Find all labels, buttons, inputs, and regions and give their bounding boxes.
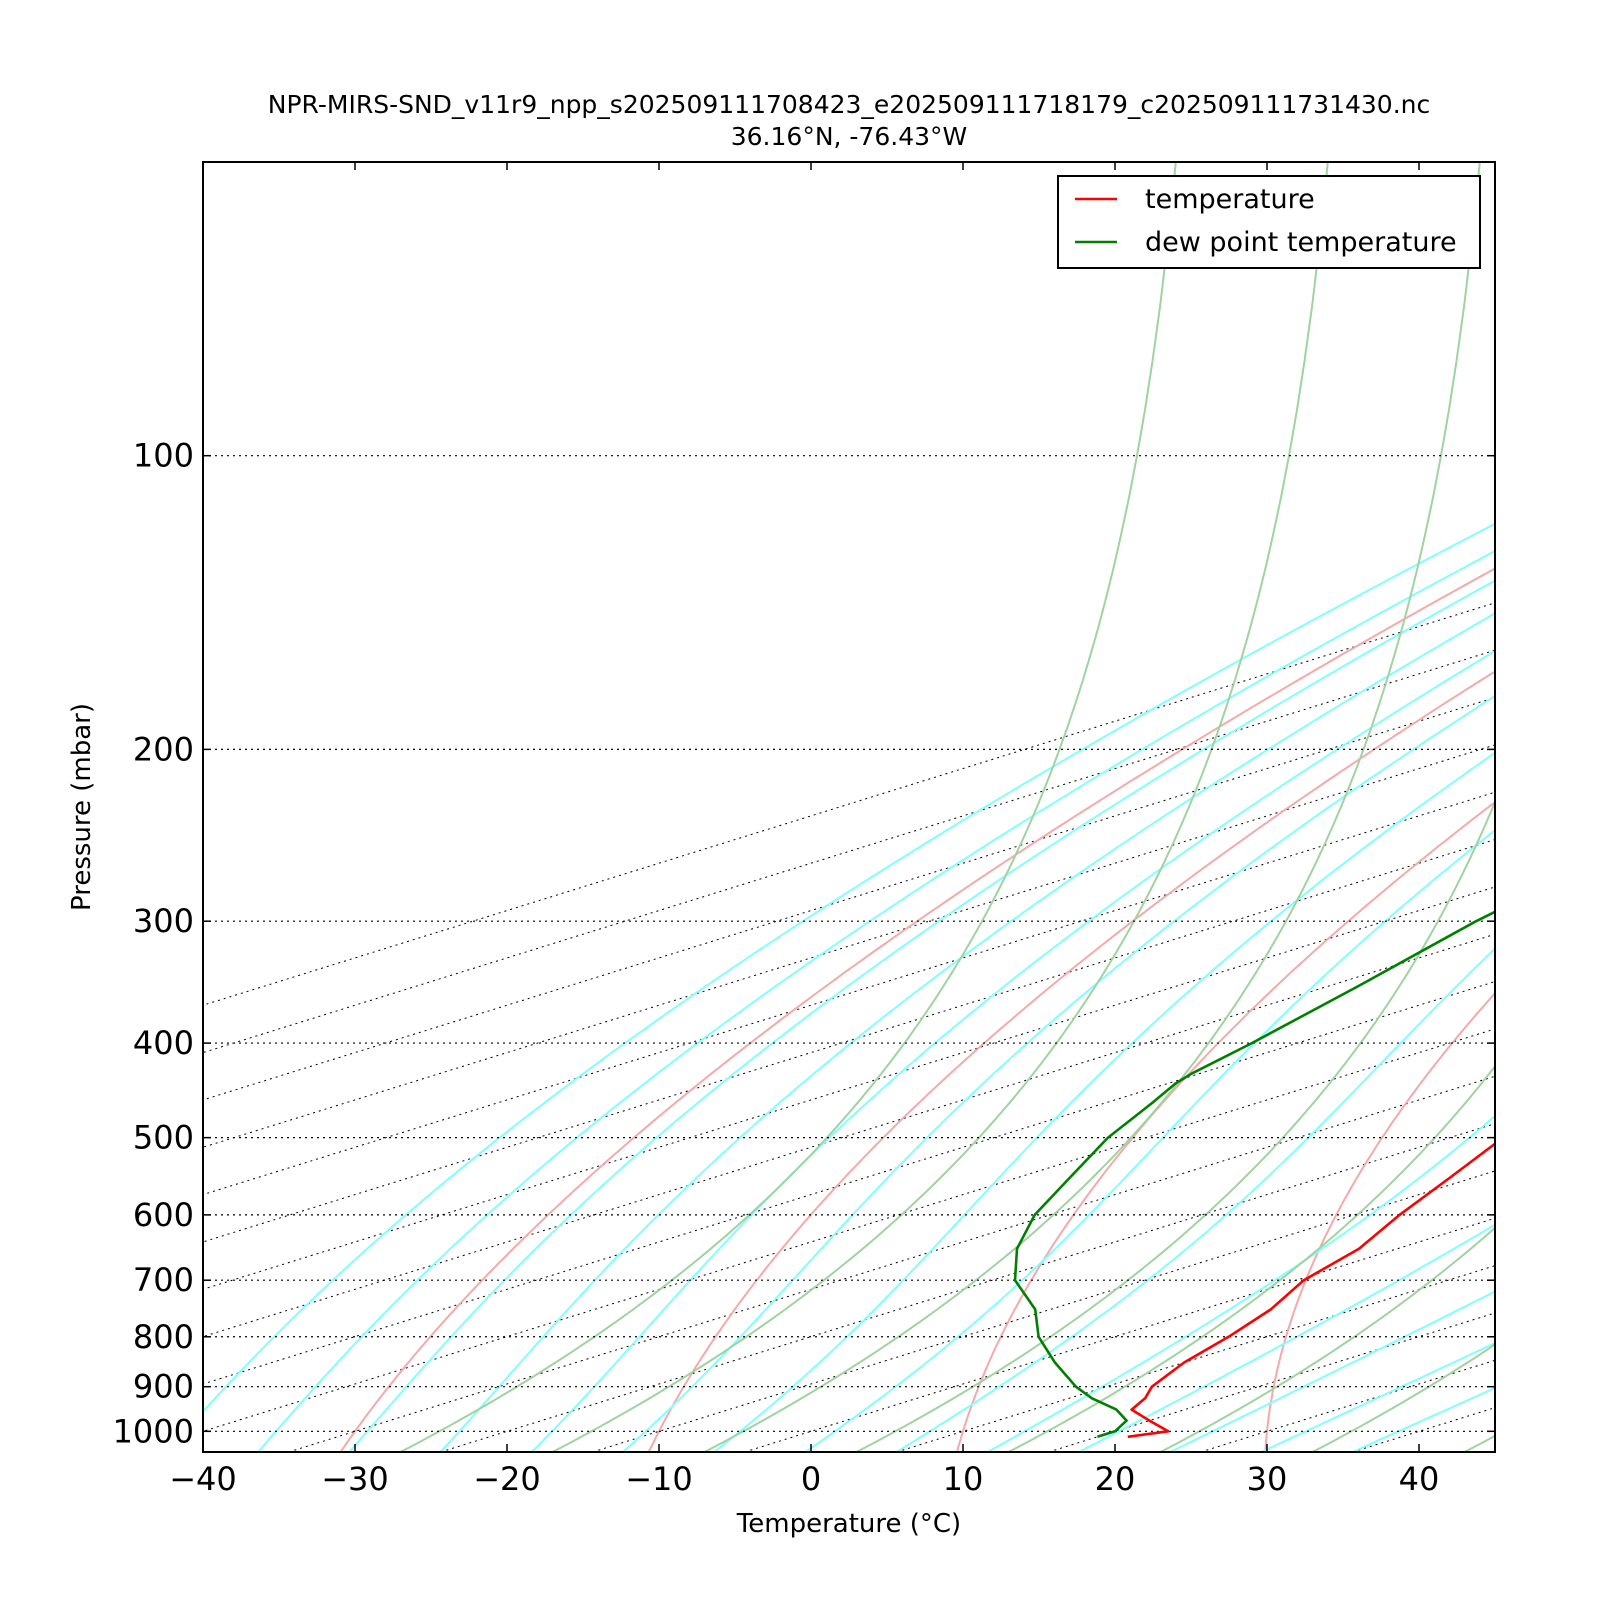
moist-adiabat-line bbox=[257, 549, 1495, 1452]
x-tick-label: 0 bbox=[801, 1460, 821, 1498]
dry-adiabat-line bbox=[339, 567, 1495, 1452]
moist-adiabat-line bbox=[1078, 1223, 1495, 1452]
legend-temperature-label: temperature bbox=[1145, 184, 1315, 215]
chart-subtitle: 36.16°N, -76.43°W bbox=[731, 122, 967, 151]
moist-adiabat-line bbox=[713, 751, 1495, 1452]
x-tick-label: 40 bbox=[1399, 1460, 1440, 1498]
y-tick-label: 700 bbox=[133, 1261, 194, 1299]
x-tick-label: 10 bbox=[943, 1460, 984, 1498]
mixing-ratio-line bbox=[400, 162, 1177, 1452]
chart-title: NPR-MIRS-SND_v11r9_npp_s202509111708423_… bbox=[268, 90, 1431, 119]
y-tick-label: 500 bbox=[133, 1119, 194, 1157]
mixing-ratio-line bbox=[856, 799, 1495, 1452]
moist-adiabat-line bbox=[622, 694, 1495, 1452]
legend-dewpoint-label: dew point temperature bbox=[1145, 227, 1457, 258]
moist-adiabat-line bbox=[804, 828, 1495, 1452]
mixing-ratio-line bbox=[1160, 1226, 1495, 1452]
x-tick-label: 20 bbox=[1095, 1460, 1136, 1498]
y-tick-label: 200 bbox=[133, 730, 194, 768]
dry-adiabat-line bbox=[956, 800, 1495, 1452]
x-axis-label: Temperature (°C) bbox=[736, 1509, 961, 1539]
x-tick-label: −10 bbox=[625, 1460, 693, 1498]
x-tick-label: 30 bbox=[1247, 1460, 1288, 1498]
dry-adiabat-line bbox=[647, 670, 1495, 1452]
background-lines bbox=[203, 162, 1495, 1452]
y-axis-label: Pressure (mbar) bbox=[67, 703, 97, 911]
legend-box bbox=[1057, 175, 1481, 269]
moist-adiabat-line bbox=[203, 522, 1495, 1414]
x-tick-label: −40 bbox=[169, 1460, 237, 1498]
x-tick-label: −30 bbox=[321, 1460, 389, 1498]
temperature-profile-line bbox=[1127, 1142, 1495, 1439]
mixing-ratio-line bbox=[704, 162, 1481, 1452]
moist-adiabat-line bbox=[1169, 1290, 1495, 1452]
y-tick-label: 800 bbox=[133, 1318, 194, 1356]
moist-adiabat-line bbox=[1260, 1341, 1495, 1452]
y-tick-label: 400 bbox=[133, 1024, 194, 1062]
mixing-ratio-line bbox=[552, 162, 1329, 1452]
y-tick-label: 600 bbox=[133, 1196, 194, 1234]
y-tick-label: 900 bbox=[133, 1368, 194, 1406]
y-tick-label: 300 bbox=[133, 902, 194, 940]
mixing-ratio-line bbox=[1312, 1343, 1495, 1452]
moist-adiabat-line bbox=[987, 1114, 1495, 1452]
y-tick-label: 1000 bbox=[113, 1412, 194, 1450]
y-tick-label: 100 bbox=[133, 437, 194, 475]
moist-adiabat-line bbox=[348, 579, 1495, 1452]
data-series bbox=[1013, 910, 1495, 1439]
plot-frame bbox=[202, 161, 1496, 1453]
moist-adiabat-line bbox=[896, 947, 1495, 1452]
legend: temperature dew point temperature bbox=[1057, 175, 1481, 269]
dewpoint-profile-line bbox=[1013, 910, 1495, 1439]
dry-adiabat-line bbox=[1264, 991, 1495, 1452]
mixing-ratio-line bbox=[1008, 1064, 1495, 1452]
x-tick-label: −20 bbox=[473, 1460, 541, 1498]
moist-adiabat-line bbox=[439, 612, 1495, 1452]
